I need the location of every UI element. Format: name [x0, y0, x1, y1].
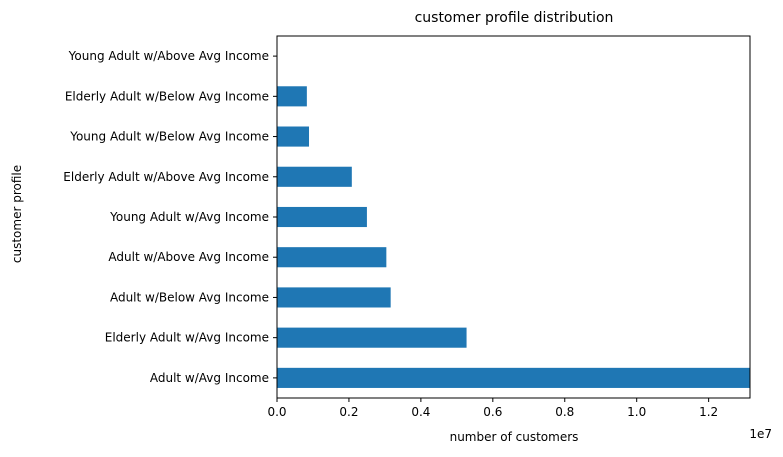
y-tick-label: Young Adult w/Below Avg Income: [69, 130, 269, 144]
x-tick-label: 0.4: [411, 405, 430, 419]
x-tick-label: 0.2: [339, 405, 358, 419]
x-axis-ticks: 0.0 0.2 0.4 0.6 0.8 1.0 1.2: [267, 398, 718, 419]
x-tick-label: 0.0: [267, 405, 286, 419]
y-axis-ticks: Adult w/Avg Income Elderly Adult w/Avg In…: [63, 49, 277, 385]
bar: [277, 167, 352, 187]
x-tick-label: 0.8: [555, 405, 574, 419]
chart-title: customer profile distribution: [415, 10, 614, 26]
bars-group: [277, 46, 750, 388]
bar: [277, 328, 467, 348]
y-tick-label: Elderly Adult w/Above Avg Income: [63, 170, 269, 184]
bar: [277, 207, 367, 227]
y-tick-label: Young Adult w/Avg Income: [109, 210, 269, 224]
y-tick-label: Young Adult w/Above Avg Income: [68, 49, 269, 63]
x-tick-label: 1.2: [699, 405, 718, 419]
x-axis-label: number of customers: [450, 430, 579, 444]
y-tick-label: Adult w/Avg Income: [150, 371, 269, 385]
bar: [277, 368, 750, 388]
bar: [277, 287, 391, 307]
bar: [277, 247, 386, 267]
y-tick-label: Adult w/Below Avg Income: [110, 290, 269, 304]
y-tick-label: Adult w/Above Avg Income: [108, 250, 269, 264]
y-tick-label: Elderly Adult w/Below Avg Income: [65, 89, 269, 103]
x-tick-label: 1.0: [627, 405, 646, 419]
y-axis-label: customer profile: [10, 165, 24, 263]
y-tick-label: Elderly Adult w/Avg Income: [105, 331, 269, 345]
x-tick-label: 0.6: [483, 405, 502, 419]
bar: [277, 86, 307, 106]
bar: [277, 127, 309, 147]
x-axis-offset-label: 1e7: [749, 427, 772, 441]
